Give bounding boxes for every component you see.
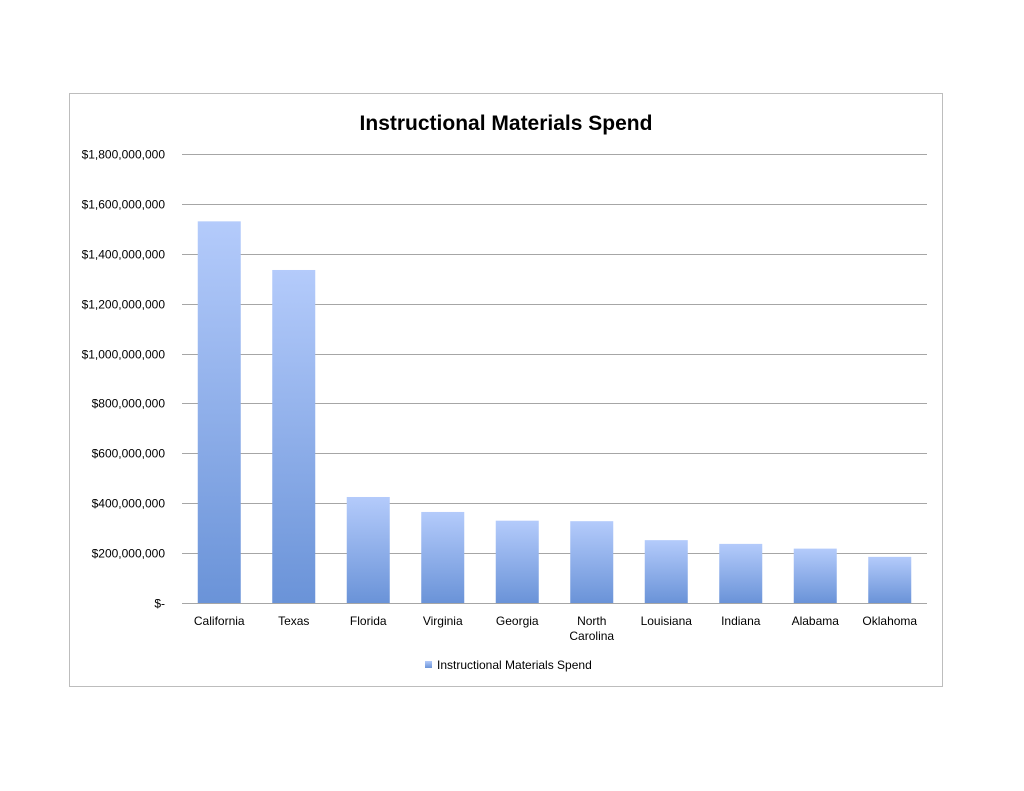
y-tick-label: $1,200,000,000	[82, 298, 166, 312]
y-tick-label: $800,000,000	[92, 397, 166, 411]
y-tick-label: $-	[154, 597, 165, 611]
x-tick-label: North Carolina	[569, 614, 614, 643]
legend: Instructional Materials Spend	[425, 658, 592, 672]
bar-louisiana	[644, 540, 688, 603]
y-tick-label: $1,800,000,000	[82, 148, 166, 162]
chart-frame: Instructional Materials Spend $- $200,000…	[69, 93, 943, 687]
bar-texas	[272, 269, 316, 603]
bar-virginia	[421, 511, 465, 603]
x-axis-tick-labels: California Texas Florida Virginia Georgia Nor…	[194, 614, 918, 643]
legend-swatch	[425, 661, 432, 668]
bars	[197, 221, 912, 603]
x-tick-label: Texas	[278, 614, 309, 628]
y-tick-label: $1,600,000,000	[82, 198, 166, 212]
bar-alabama	[793, 548, 837, 603]
bar-georgia	[495, 520, 539, 603]
y-tick-label: $1,400,000,000	[82, 248, 166, 262]
bar-north-carolina	[570, 521, 614, 603]
y-axis-tick-labels: $- $200,000,000 $400,000,000 $600,000,000 $8…	[82, 148, 166, 611]
y-tick-label: $1,000,000,000	[82, 348, 166, 362]
bar-indiana	[719, 543, 763, 603]
x-tick-label: Florida	[350, 614, 387, 628]
x-tick-label: Georgia	[496, 614, 539, 628]
legend-label: Instructional Materials Spend	[437, 658, 592, 672]
x-tick-label: California	[194, 614, 245, 628]
x-tick-label: Louisiana	[641, 614, 693, 628]
chart-title: Instructional Materials Spend	[360, 112, 653, 135]
x-tick-label: Alabama	[792, 614, 840, 628]
x-tick-label: Oklahoma	[862, 614, 917, 628]
y-tick-label: $400,000,000	[92, 497, 166, 511]
bar-oklahoma	[868, 556, 912, 603]
bar-chart: Instructional Materials Spend $- $200,000…	[82, 112, 927, 672]
y-tick-label: $600,000,000	[92, 447, 166, 461]
bar-florida	[346, 496, 390, 603]
y-tick-label: $200,000,000	[92, 547, 166, 561]
bar-california	[197, 221, 241, 603]
x-tick-label: Virginia	[423, 614, 463, 628]
x-tick-label: Indiana	[721, 614, 761, 628]
